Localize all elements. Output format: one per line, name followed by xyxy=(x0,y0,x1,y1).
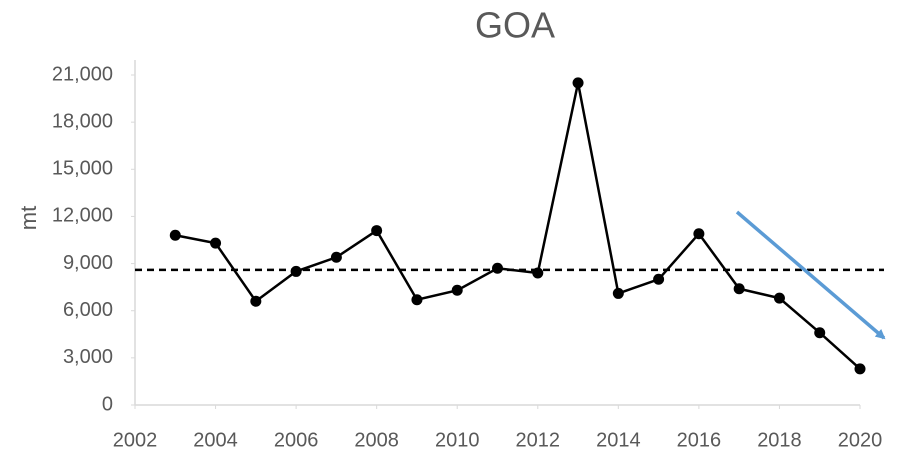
y-tick-label: 6,000 xyxy=(63,299,113,321)
x-tick-label: 2014 xyxy=(596,429,641,451)
data-point xyxy=(532,267,544,279)
x-tick-label: 2016 xyxy=(677,429,722,451)
y-tick-label: 0 xyxy=(102,393,113,415)
data-point xyxy=(653,273,665,285)
x-tick-label: 2002 xyxy=(113,429,158,451)
data-point xyxy=(169,229,181,241)
data-point xyxy=(612,287,624,299)
data-point xyxy=(290,265,302,277)
trend-arrow xyxy=(735,210,886,340)
data-point xyxy=(330,251,342,263)
x-tick-label: 2006 xyxy=(274,429,319,451)
data-point xyxy=(250,295,262,307)
data-line xyxy=(175,82,861,370)
data-point xyxy=(814,327,826,339)
y-tick-label: 18,000 xyxy=(52,110,113,132)
y-tick-label: 3,000 xyxy=(63,346,113,368)
data-point xyxy=(854,363,866,375)
y-axis-label: mt xyxy=(16,206,41,230)
data-point xyxy=(371,225,383,237)
data-point xyxy=(572,77,584,89)
data-point xyxy=(451,284,463,296)
x-tick-label: 2010 xyxy=(435,429,480,451)
y-tick-label: 15,000 xyxy=(52,158,113,180)
data-point xyxy=(733,283,745,295)
x-tick-label: 2020 xyxy=(838,429,883,451)
data-point xyxy=(210,237,222,249)
x-tick-label: 2008 xyxy=(354,429,399,451)
y-tick-label: 21,000 xyxy=(52,63,113,85)
x-tick-label: 2012 xyxy=(516,429,561,451)
x-tick-label: 2004 xyxy=(193,429,238,451)
x-tick-label: 2018 xyxy=(757,429,802,451)
y-tick-label: 9,000 xyxy=(63,252,113,274)
data-point xyxy=(411,294,423,306)
data-point xyxy=(492,262,503,274)
data-point xyxy=(693,228,705,240)
y-tick-label: 12,000 xyxy=(52,205,113,227)
chart-title: GOA xyxy=(475,5,555,46)
data-point xyxy=(773,292,785,304)
